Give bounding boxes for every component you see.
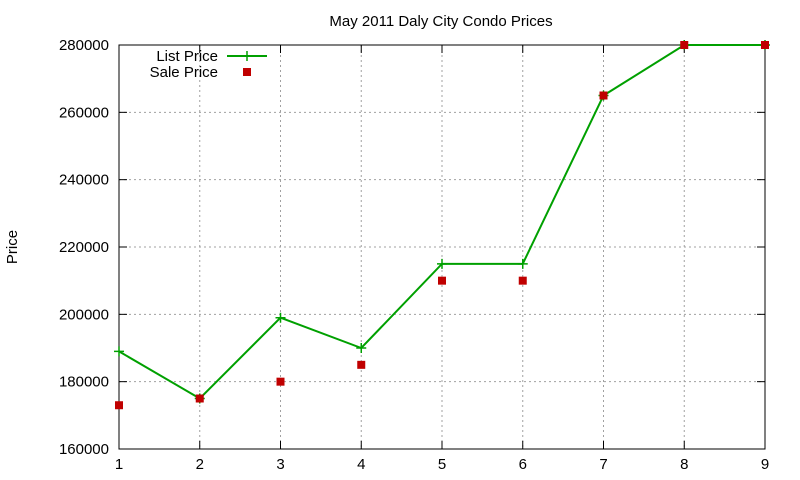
data-point bbox=[115, 401, 123, 410]
x-tick-label: 6 bbox=[519, 456, 527, 473]
data-point bbox=[761, 41, 769, 49]
y-tick-label: 220000 bbox=[59, 239, 109, 256]
legend-marker bbox=[242, 51, 252, 61]
x-tick-label: 3 bbox=[276, 456, 284, 473]
legend-label: Sale Price bbox=[150, 64, 218, 81]
y-tick-label: 200000 bbox=[59, 306, 109, 323]
y-tick-label: 280000 bbox=[59, 37, 109, 54]
x-tick-label: 5 bbox=[438, 456, 446, 473]
data-point bbox=[275, 312, 286, 323]
data-point bbox=[195, 394, 204, 403]
x-tick-label: 2 bbox=[196, 456, 204, 473]
grid-layer bbox=[119, 45, 765, 449]
data-point bbox=[599, 91, 608, 100]
series-sale-price bbox=[115, 41, 769, 410]
x-tick-label: 1 bbox=[115, 456, 123, 473]
y-tick-label: 160000 bbox=[59, 441, 109, 458]
y-tick-label: 180000 bbox=[59, 374, 109, 391]
ticks-layer: 160000 180000 200000 220000 240000 260000 2800… bbox=[59, 37, 769, 473]
data-point bbox=[517, 258, 528, 269]
y-axis-label: Price bbox=[4, 230, 21, 264]
data-point bbox=[114, 346, 124, 357]
series-layer bbox=[114, 40, 770, 410]
data-point bbox=[356, 343, 367, 353]
data-point bbox=[437, 258, 447, 269]
x-tick-label: 8 bbox=[680, 456, 688, 473]
y-tick-label: 240000 bbox=[59, 172, 109, 189]
data-point bbox=[680, 41, 689, 49]
legend-swatch bbox=[243, 68, 251, 76]
data-point bbox=[438, 276, 446, 285]
legend-label: List Price bbox=[156, 48, 218, 65]
data-point bbox=[276, 377, 285, 386]
x-tick-label: 7 bbox=[599, 456, 607, 473]
y-tick-label: 260000 bbox=[59, 104, 109, 121]
x-tick-label: 4 bbox=[357, 456, 365, 473]
x-tick-label: 9 bbox=[761, 456, 769, 473]
chart-title: May 2011 Daly City Condo Prices bbox=[329, 13, 552, 30]
data-point bbox=[518, 276, 527, 285]
data-point bbox=[357, 360, 366, 369]
